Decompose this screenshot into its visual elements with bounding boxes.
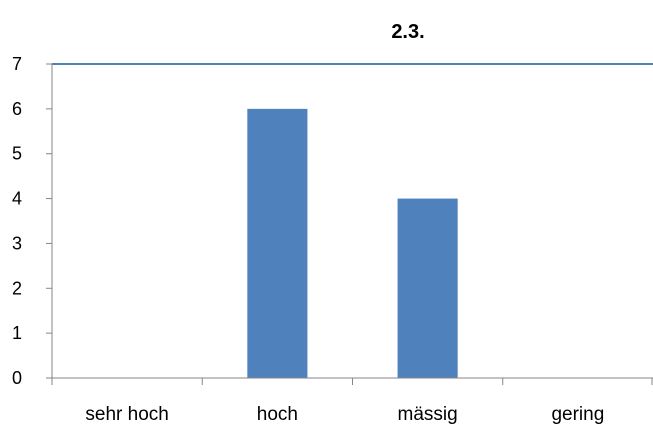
y-tick-label-4: 4 <box>12 189 22 209</box>
y-tick-label-3: 3 <box>12 233 22 253</box>
y-tick-label-6: 6 <box>12 99 22 119</box>
x-category-label-3: mässig <box>398 404 458 425</box>
y-tick-label-7: 7 <box>12 54 22 74</box>
x-category-label-4: gering <box>551 404 604 425</box>
plot-area: 0 1 2 3 4 5 6 7 sehr hoch hoch mässig gering <box>12 54 653 425</box>
x-category-label-2: hoch <box>257 404 298 425</box>
bar-2 <box>247 108 308 378</box>
y-tick-label-2: 2 <box>12 278 22 298</box>
y-tick-label-0: 0 <box>12 368 22 388</box>
bar-3 <box>397 198 458 378</box>
y-tick-label-1: 1 <box>12 323 22 343</box>
x-category-label-1: sehr hoch <box>85 404 168 425</box>
chart-title: 2.3. <box>391 21 424 43</box>
y-tick-label-5: 5 <box>12 144 22 164</box>
